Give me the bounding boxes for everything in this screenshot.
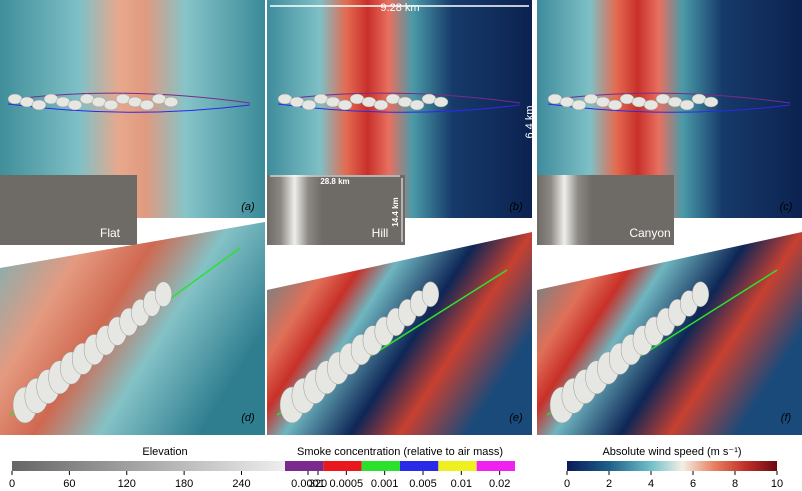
width-label: 9.28 km (380, 2, 419, 14)
plume-blob (31, 99, 47, 111)
terrain-label: Flat (100, 226, 121, 240)
plume-blob (643, 99, 659, 111)
panel-tag: (d) (241, 412, 255, 424)
plume-blob (154, 281, 173, 307)
plume-blob (139, 99, 155, 111)
tick-label: 320 (309, 478, 327, 490)
plume-blob (571, 99, 587, 111)
swatch (323, 461, 362, 471)
inset-hill (267, 175, 405, 245)
plume-blob (691, 281, 710, 307)
colorbar-title: Smoke concentration (relative to air mas… (297, 446, 503, 458)
tick-label: 60 (63, 478, 75, 490)
plume-blob (607, 99, 623, 111)
swatch (361, 461, 400, 471)
tick-label: 4 (648, 478, 654, 490)
plume-blob (103, 99, 119, 111)
swatch (285, 461, 324, 471)
tick-label: 0.001 (371, 478, 399, 490)
plume-blob (703, 96, 719, 108)
inset-width-label: 28.8 km (320, 177, 349, 186)
tick-label: 10 (771, 478, 783, 490)
tick-label: 120 (118, 478, 136, 490)
plume-blob (679, 99, 695, 111)
inset-height-label: 14.4 km (391, 197, 400, 226)
terrain-label: Canyon (629, 226, 670, 240)
panel-tag: (c) (780, 201, 793, 213)
plume-blob (67, 99, 83, 111)
panel-tag: (f) (781, 412, 792, 424)
plume-blob (163, 96, 179, 108)
swatch (438, 461, 477, 471)
colorbar (567, 461, 777, 471)
tick-label: 0.02 (489, 478, 510, 490)
swatch (476, 461, 515, 471)
plume-blob (373, 99, 389, 111)
tick-label: 6 (690, 478, 696, 490)
inset-flat (0, 175, 137, 245)
tick-label: 0.01 (451, 478, 472, 490)
swatch (400, 461, 439, 471)
colorbar-title: Elevation (142, 446, 187, 458)
contour (277, 92, 521, 104)
tick-label: 8 (732, 478, 738, 490)
terrain-label: Hill (372, 226, 389, 240)
contour (7, 92, 251, 104)
tick-label: 0.005 (409, 478, 437, 490)
smoke-plumes (7, 92, 791, 424)
tick-label: 0.0005 (330, 478, 364, 490)
height-label: 6.4 km (524, 105, 536, 138)
tick-label: 240 (232, 478, 250, 490)
tick-label: 0.0001 (291, 478, 325, 490)
tick-label: 180 (175, 478, 193, 490)
inset-canyon (537, 175, 674, 245)
panel-tag: (a) (241, 201, 255, 213)
plume-blob (421, 281, 440, 307)
colorbar-title: Absolute wind speed (m s⁻¹) (602, 446, 741, 458)
plume-blob (301, 99, 317, 111)
tick-label: 0 (564, 478, 570, 490)
plume-blob (337, 99, 353, 111)
panel-tag: (e) (509, 412, 523, 424)
tick-label: 0 (9, 478, 15, 490)
tick-label: 2 (606, 478, 612, 490)
plume-blob (409, 99, 425, 111)
panel-tag: (b) (509, 201, 523, 213)
colorbar (12, 461, 318, 471)
contour (547, 92, 791, 104)
plume-blob (433, 96, 449, 108)
